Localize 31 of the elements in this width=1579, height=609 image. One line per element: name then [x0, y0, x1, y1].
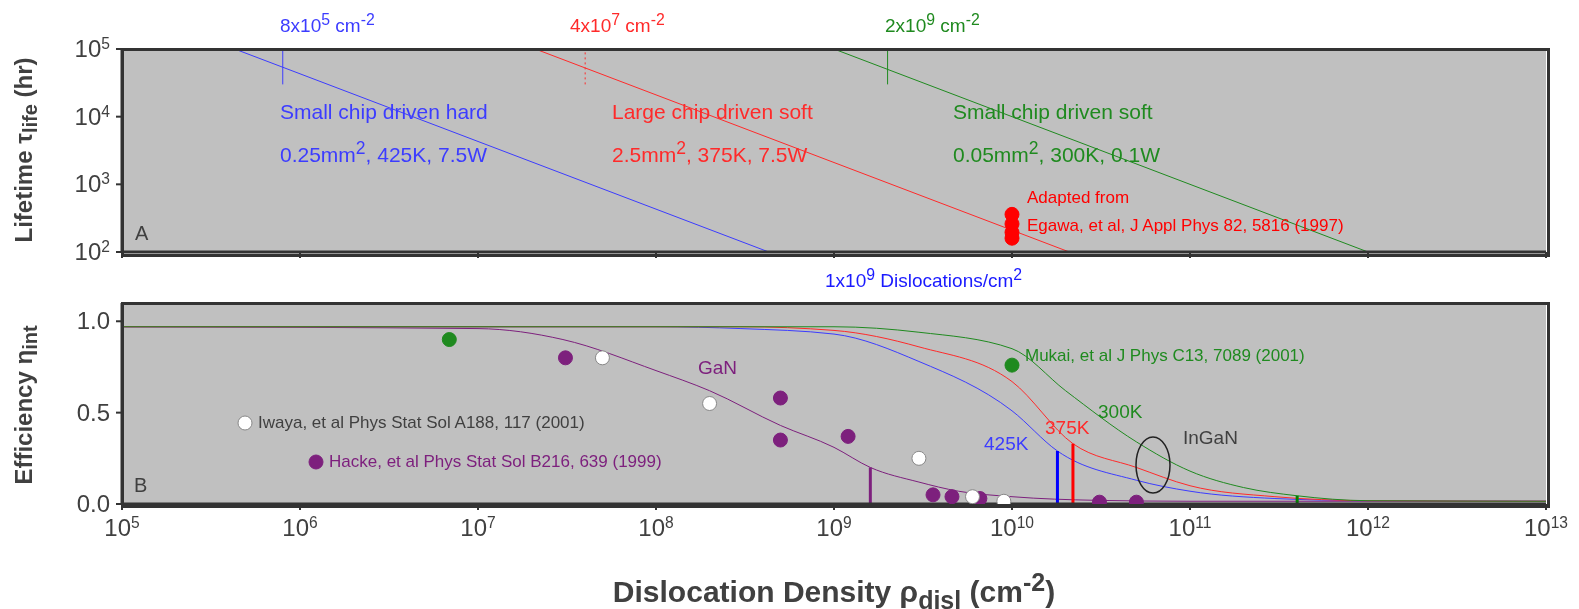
x-tick-label: 10$^{8}$ [638, 513, 674, 541]
series-label: Adapted from Egawa, et al, J Appl Phys 82, 5816 (1997) [1027, 187, 1344, 237]
legend-label: Iwaya, et al Phys Stat Sol A188, 117 (2001) [258, 412, 585, 434]
y-tick-label: 10$^{2}$ [74, 237, 110, 265]
x-tick-label: 10$^{9}$ [816, 513, 852, 541]
series-label: Large chip driven soft 2.5mm$^{2}$, 375K, 7.5W [612, 99, 813, 168]
series-label: 300K [1098, 400, 1143, 424]
legend-label: Hacke, et al Phys Stat Sol B216, 639 (1999) [329, 451, 662, 473]
series-label: Mukai, et al J Phys C13, 7089 (2001) [1025, 345, 1305, 367]
y-tick-label: 0.5 [76, 398, 110, 426]
y-tick-label: 10$^{5}$ [74, 34, 111, 62]
x-tick-label: 10$^{7}$ [460, 513, 496, 541]
series-label: 8x10$^{5}$ cm$^{-2}$ [280, 10, 375, 39]
x-tick-label: 10$^{6}$ [282, 513, 318, 541]
y-tick-label: 10$^{3}$ [74, 169, 110, 198]
series-label: 425K [984, 432, 1029, 456]
y-tick-label: 10$^{4}$ [74, 102, 111, 130]
series-label: GaN [698, 356, 738, 380]
annotation: B [134, 474, 148, 497]
series-label: 4x10$^{7}$ cm$^{-2}$ [570, 10, 665, 39]
x-axis-title: Dislocation Density ρ$_{disl}$ (cm$^{-2}$) [612, 568, 1056, 609]
annotation: A [135, 222, 149, 245]
annotation: InGaN [1183, 427, 1238, 449]
x-tick-label: 10$^{11}$ [1168, 513, 1212, 541]
series-label: 2x10$^{9}$ cm$^{-2}$ [885, 10, 980, 39]
y-tick-label: 1.0 [76, 307, 110, 335]
x-tick-label: 10$^{12}$ [1345, 513, 1391, 541]
x-tick-label: 10$^{13}$ [1523, 513, 1569, 541]
text: 1x10$^{9}$ Dislocations/cm$^{2}$ [825, 266, 1023, 293]
series-label: Small chip driven soft 0.05mm$^{2}$, 300K, 0.1W [953, 99, 1160, 168]
x-tick-label: 10$^{10}$ [989, 513, 1035, 541]
